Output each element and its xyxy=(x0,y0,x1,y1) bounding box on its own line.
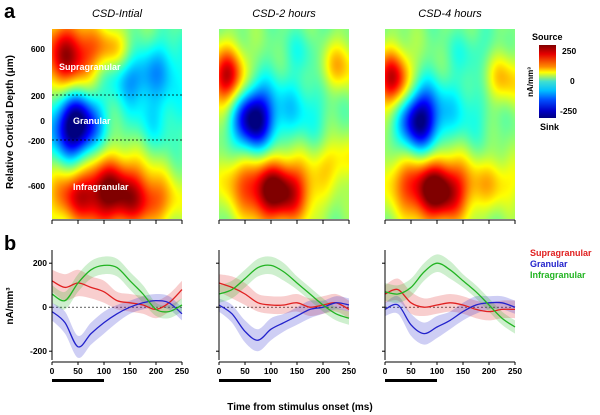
series-line-supragranular xyxy=(384,288,516,313)
colorbar-unit-label: nA/mm³ xyxy=(526,67,535,97)
stimulus-bar xyxy=(219,379,271,382)
x-tick-label: 0 xyxy=(50,366,55,376)
colorbar: Source 250 0 -250 nA/mm³ Sink xyxy=(526,32,577,132)
region-label-infragranular: Infragranular xyxy=(73,182,129,192)
line-y-axis-label: nA/mm³ xyxy=(5,287,16,325)
heatmap-3 xyxy=(385,29,515,219)
x-tick-label: 0 xyxy=(383,366,388,376)
heatmap-y-axis-label: Relative Cortical Depth (μm) xyxy=(5,55,16,189)
series-line-supragranular xyxy=(218,282,350,310)
x-tick-label: 250 xyxy=(508,366,522,376)
heatmap-y-tick: 0 xyxy=(40,116,45,126)
series-line-supragranular xyxy=(51,280,183,311)
stimulus-bar xyxy=(52,379,104,382)
legend: Supragranular Granular Infragranular xyxy=(530,248,592,280)
heatmap-title-3: CSD-4 hours xyxy=(418,8,482,20)
x-tick-label: 0 xyxy=(217,366,222,376)
colorbar-top-label: Source xyxy=(532,32,563,42)
legend-infragranular: Infragranular xyxy=(530,270,586,280)
x-tick-label: 50 xyxy=(240,366,250,376)
region-label-granular: Granular xyxy=(73,116,111,126)
series-line-infragranular xyxy=(218,264,350,319)
band-supragranular xyxy=(385,278,515,321)
heatmap-title-2: CSD-2 hours xyxy=(252,8,316,20)
heatmap-2 xyxy=(219,29,349,219)
x-tick-label: 250 xyxy=(342,366,356,376)
series-line-infragranular xyxy=(51,264,183,313)
band-supragranular xyxy=(52,269,182,319)
x-tick-label: 150 xyxy=(290,366,304,376)
series-line-granular xyxy=(51,299,183,348)
band-supragranular xyxy=(219,274,349,319)
heatmap-y-tick: -600 xyxy=(28,181,45,191)
x-tick-label: 50 xyxy=(406,366,416,376)
series-line-granular xyxy=(384,301,516,335)
panel-letter-a: a xyxy=(4,1,16,23)
heatmap-1 xyxy=(52,29,182,219)
colorbar-tick-min: -250 xyxy=(560,106,577,116)
heatmap-x-axes xyxy=(51,219,516,224)
line-chart-3: 0 50 100 150 200 250 xyxy=(382,250,522,382)
region-label-supragranular: Supragranular xyxy=(59,62,121,72)
colorbar-gradient xyxy=(539,45,556,118)
x-tick-label: 100 xyxy=(430,366,444,376)
y-tick-label: 200 xyxy=(33,258,47,268)
x-tick-label: 100 xyxy=(264,366,278,376)
series-line-infragranular xyxy=(384,262,516,328)
x-tick-label: 150 xyxy=(456,366,470,376)
stimulus-bar xyxy=(385,379,437,382)
x-tick-label: 200 xyxy=(482,366,496,376)
heatmap-y-tick: -200 xyxy=(28,136,45,146)
series-line-granular xyxy=(218,302,350,341)
colorbar-bottom-label: Sink xyxy=(540,122,560,132)
colorbar-tick-zero: 0 xyxy=(570,76,575,86)
y-tick-label: 0 xyxy=(42,302,47,312)
x-tick-label: 150 xyxy=(123,366,137,376)
y-tick-label: -200 xyxy=(30,346,47,356)
heatmap-y-tick: 600 xyxy=(31,44,45,54)
band-infragranular xyxy=(385,254,515,334)
legend-granular: Granular xyxy=(530,259,568,269)
heatmap-y-ticks: 600 200 0 -200 -600 xyxy=(28,44,45,191)
line-chart-2: 0 50 100 150 200 250 xyxy=(216,250,356,382)
x-tick-label: 50 xyxy=(73,366,83,376)
x-tick-label: 250 xyxy=(175,366,189,376)
legend-supragranular: Supragranular xyxy=(530,248,592,258)
heatmap-y-tick: 200 xyxy=(31,91,45,101)
x-tick-label: 200 xyxy=(149,366,163,376)
band-infragranular xyxy=(219,256,349,325)
colorbar-tick-max: 250 xyxy=(562,46,576,56)
panel-letter-b: b xyxy=(4,233,16,255)
heatmap-title-1: CSD-Intial xyxy=(92,8,143,20)
x-tick-label: 200 xyxy=(316,366,330,376)
line-x-axis-label: Time from stimulus onset (ms) xyxy=(227,402,372,413)
x-tick-label: 100 xyxy=(97,366,111,376)
